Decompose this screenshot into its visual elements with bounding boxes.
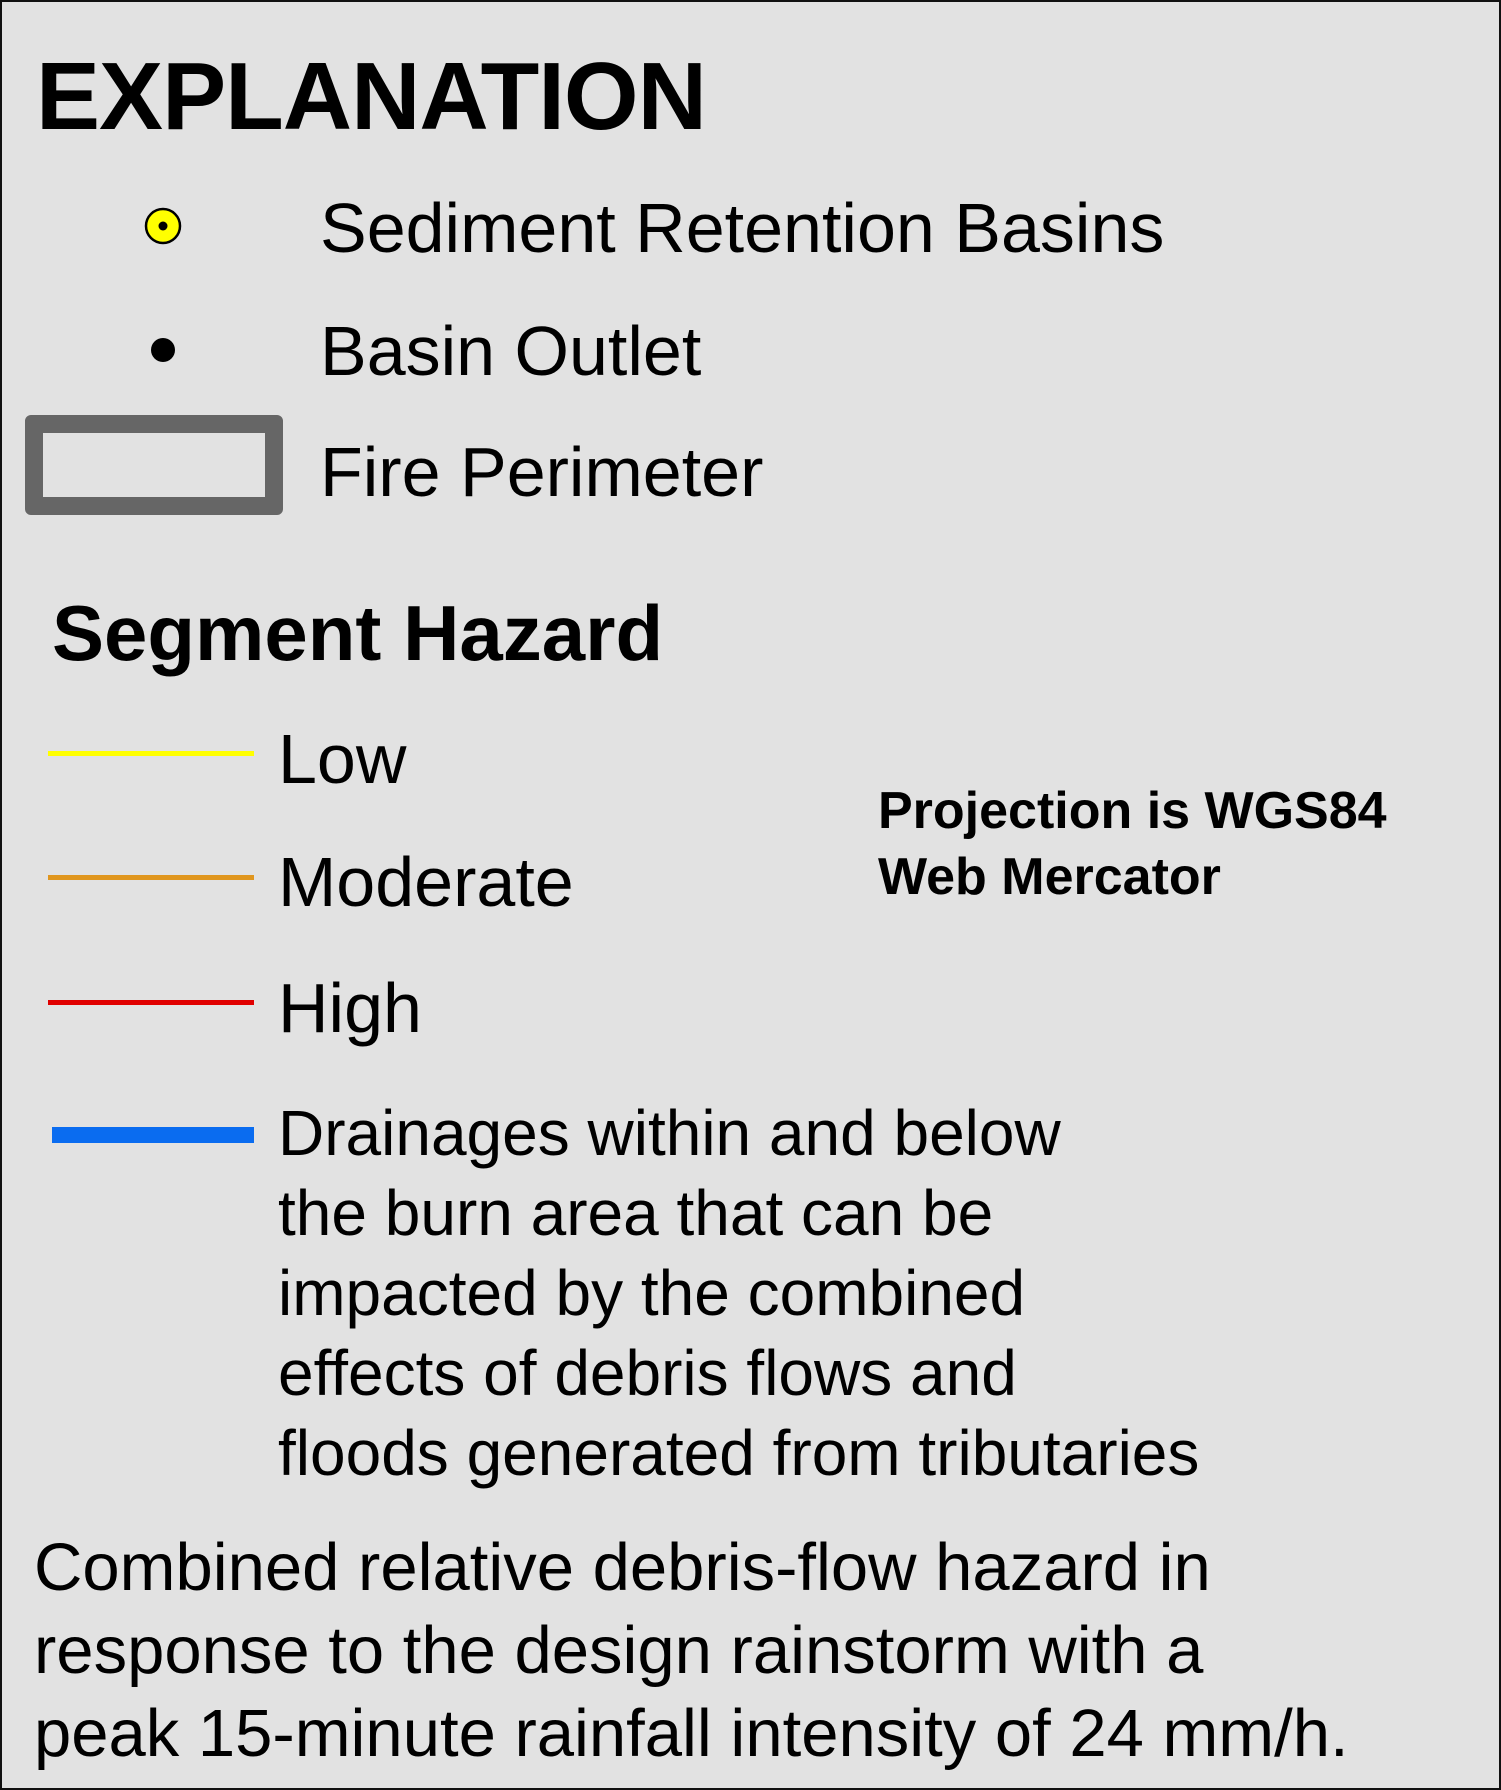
hazard-caption: Combined relative debris-flow hazard in … bbox=[34, 1526, 1349, 1775]
drainages-line: effects of debris flows and bbox=[278, 1337, 1017, 1409]
projection-line: Web Mercator bbox=[878, 848, 1221, 906]
projection-note: Projection is WGS84 Web Mercator bbox=[878, 778, 1387, 910]
projection-line: Projection is WGS84 bbox=[878, 782, 1387, 840]
legend-title: EXPLANATION bbox=[36, 43, 707, 150]
high-hazard-line-icon bbox=[48, 1000, 254, 1005]
segment-hazard-low: Low bbox=[278, 720, 407, 798]
legend-item-sediment-retention-basins: Sediment Retention Basins bbox=[320, 189, 1165, 267]
segment-hazard-title: Segment Hazard bbox=[52, 589, 664, 677]
drainages-line: the burn area that can be bbox=[278, 1177, 994, 1249]
low-hazard-line-icon bbox=[48, 751, 254, 756]
caption-line: response to the design rainstorm with a bbox=[34, 1613, 1204, 1688]
yellow-circle-dot-icon bbox=[144, 207, 182, 245]
segment-hazard-high: High bbox=[278, 969, 422, 1047]
caption-line: Combined relative debris-flow hazard in bbox=[34, 1530, 1211, 1605]
black-dot-icon bbox=[151, 338, 175, 362]
moderate-hazard-line-icon bbox=[48, 875, 254, 880]
legend-item-fire-perimeter: Fire Perimeter bbox=[320, 433, 764, 511]
legend-item-basin-outlet: Basin Outlet bbox=[320, 312, 702, 390]
drainages-line: impacted by the combined bbox=[278, 1257, 1026, 1329]
drainages-line: floods generated from tributaries bbox=[278, 1417, 1200, 1489]
drainages-line: Drainages within and below bbox=[278, 1097, 1061, 1169]
drainage-line-icon bbox=[52, 1127, 254, 1143]
segment-hazard-moderate: Moderate bbox=[278, 843, 574, 921]
gray-rectangle-outline-icon bbox=[25, 415, 283, 515]
drainages-description: Drainages within and below the burn area… bbox=[278, 1093, 1199, 1493]
caption-line: peak 15-minute rainfall intensity of 24 … bbox=[34, 1696, 1349, 1771]
